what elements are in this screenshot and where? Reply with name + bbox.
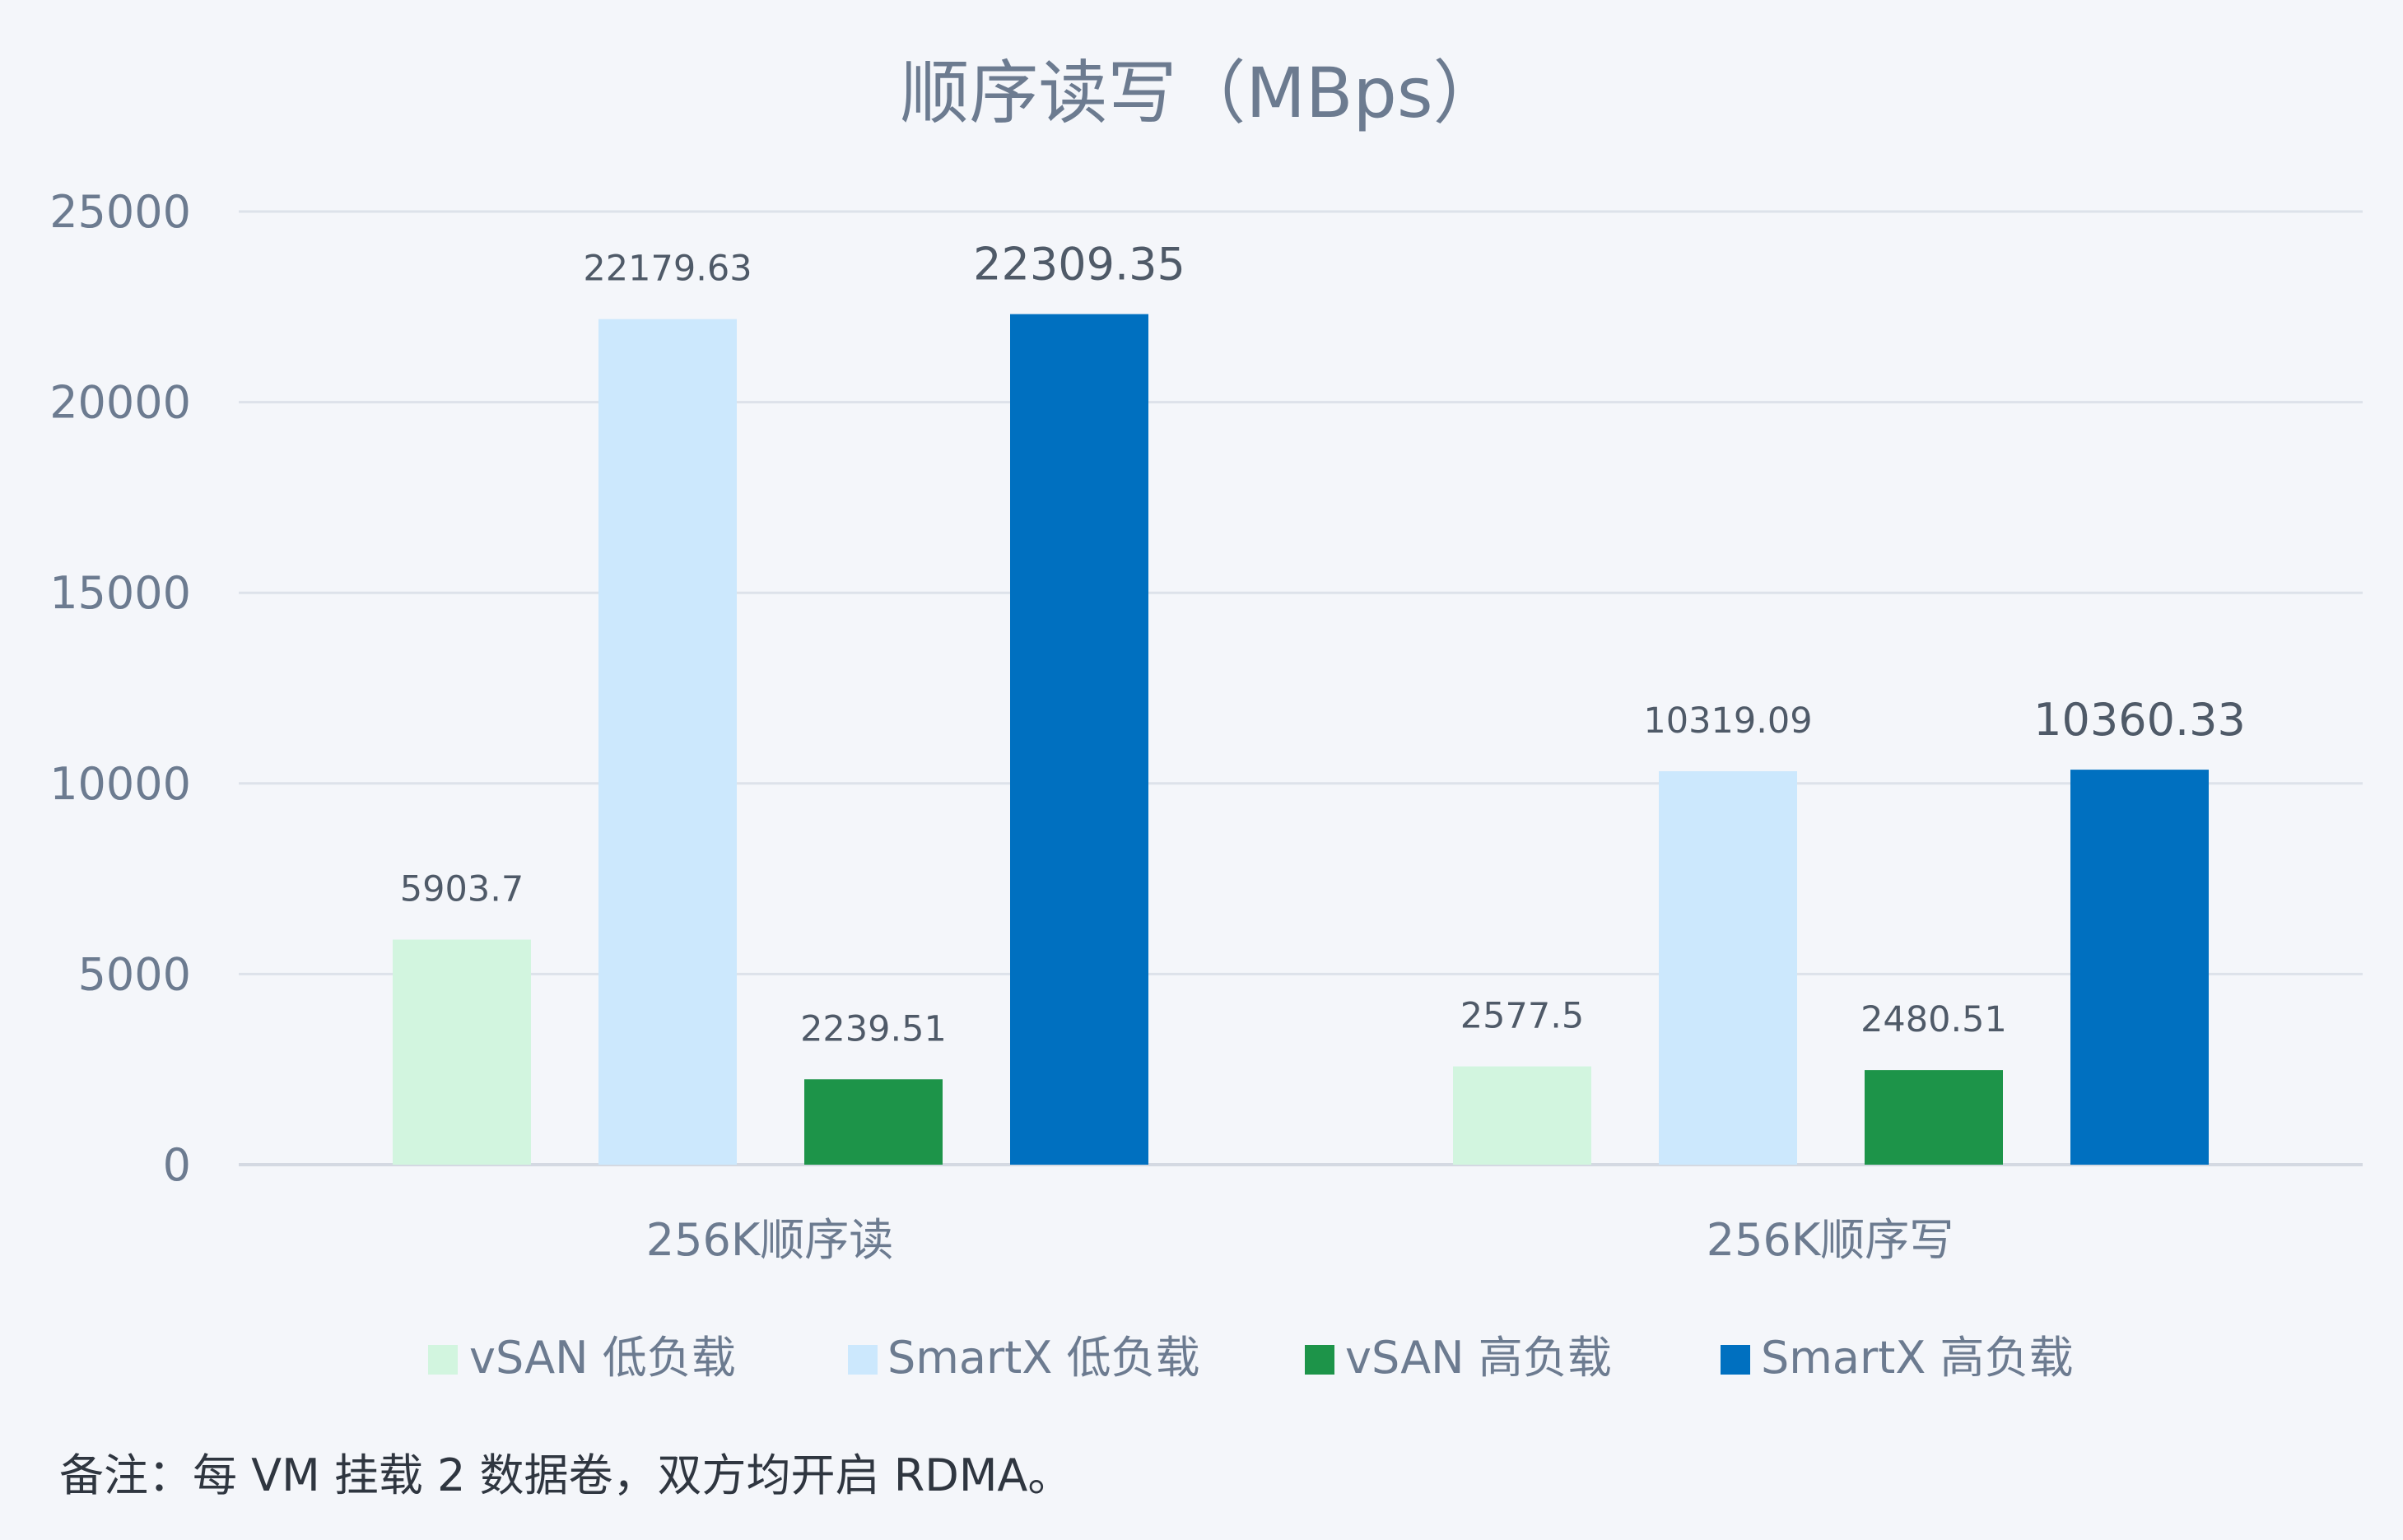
- legend-swatch: [1721, 1345, 1750, 1375]
- y-tick-label: 15000: [49, 567, 191, 619]
- chart-title: 顺序读写（MBps）: [900, 53, 1502, 133]
- data-label: 10360.33: [2033, 694, 2246, 746]
- legend-label: vSAN 高负载: [1345, 1332, 1612, 1384]
- category-label: 256K顺序读: [646, 1214, 893, 1266]
- bar: [598, 319, 737, 1165]
- bar: [2070, 770, 2209, 1165]
- legend-label: SmartX 低负载: [887, 1332, 1200, 1384]
- data-label: 5903.7: [400, 869, 524, 910]
- y-tick-label: 5000: [78, 948, 191, 1000]
- bars-layer: [393, 314, 2209, 1165]
- data-label: 22179.63: [583, 249, 752, 290]
- y-tick-label: 10000: [49, 758, 191, 810]
- legend-swatch: [428, 1345, 458, 1375]
- bar: [804, 1079, 943, 1165]
- y-tick-label: 0: [163, 1139, 191, 1191]
- bar: [1659, 771, 1797, 1165]
- grid-layer: 0 5000 10000 15000 20000 25000: [49, 186, 2363, 1191]
- bar: [1010, 314, 1148, 1165]
- bar: [393, 939, 531, 1165]
- y-tick-label: 20000: [49, 377, 191, 429]
- footnote: 备注：每 VM 挂载 2 数据卷，双方均开启 RDMA。: [59, 1449, 1073, 1501]
- category-label: 256K顺序写: [1707, 1214, 1954, 1266]
- legend-swatch: [1305, 1345, 1334, 1375]
- legend-label: SmartX 高负载: [1761, 1332, 2074, 1384]
- bar: [1453, 1066, 1591, 1165]
- data-label: 2577.5: [1460, 996, 1584, 1037]
- y-tick-label: 25000: [49, 186, 191, 238]
- data-label: 22309.35: [973, 239, 1185, 291]
- bar: [1865, 1070, 2003, 1165]
- data-label: 2239.51: [800, 1008, 947, 1049]
- legend-layer: vSAN 低负载 SmartX 低负载 vSAN 高负载 SmartX 高负载: [428, 1332, 2074, 1384]
- legend-swatch: [848, 1345, 878, 1375]
- legend-label: vSAN 低负载: [469, 1332, 736, 1384]
- labels-layer: 5903.7 2577.5 22179.63 10319.09 2239.51 2480.…: [400, 239, 2246, 1266]
- data-label: 2480.51: [1860, 999, 2007, 1040]
- data-label: 10319.09: [1643, 700, 1812, 742]
